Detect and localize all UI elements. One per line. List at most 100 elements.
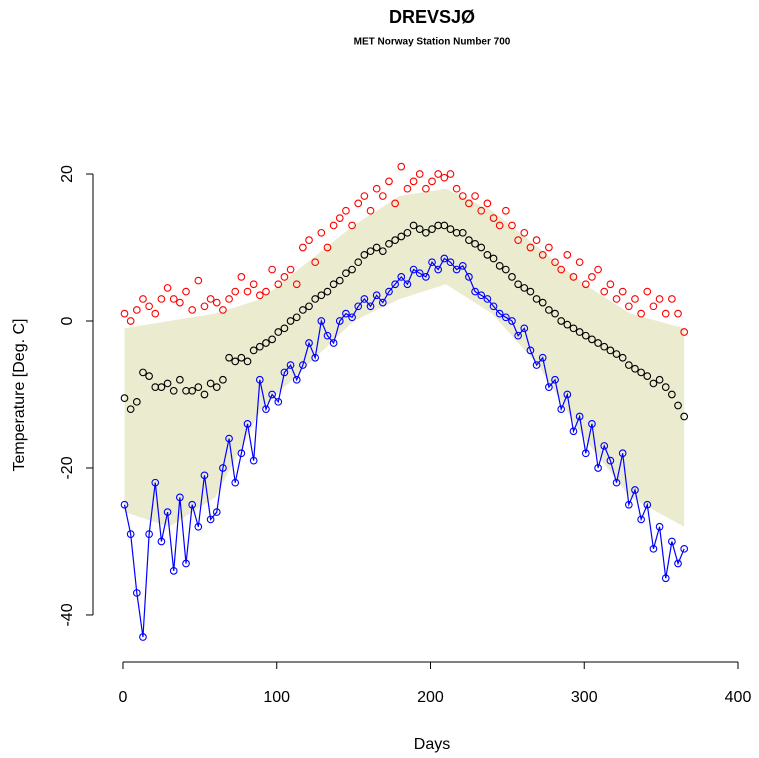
point [557, 265, 566, 274]
point [329, 280, 338, 289]
point [624, 302, 633, 311]
point [249, 346, 258, 355]
point [280, 324, 289, 333]
point [501, 206, 510, 215]
x-tick-label: 400 [725, 689, 752, 706]
point [471, 287, 479, 296]
point [569, 324, 578, 333]
point [557, 405, 566, 414]
point [477, 291, 486, 300]
point [618, 353, 627, 362]
point [176, 375, 184, 384]
x-tick-label: 0 [119, 689, 128, 706]
point [618, 449, 627, 458]
point [514, 236, 522, 244]
point [440, 254, 449, 263]
point [372, 184, 381, 193]
point [637, 309, 645, 318]
point [631, 364, 639, 373]
point [274, 328, 283, 336]
point [489, 214, 498, 222]
point [594, 339, 602, 347]
point [219, 464, 227, 472]
point [212, 383, 221, 391]
x-tick-label: 300 [571, 689, 598, 706]
point [378, 192, 387, 200]
point [255, 342, 264, 351]
point [606, 280, 615, 289]
point [169, 386, 178, 395]
point [292, 280, 301, 289]
point [126, 317, 135, 325]
point [508, 221, 516, 230]
point [200, 302, 209, 311]
x-axis-label: Days [414, 736, 450, 753]
point [508, 317, 516, 325]
point [545, 306, 553, 314]
point [415, 170, 424, 178]
point [305, 339, 313, 347]
point [286, 361, 295, 369]
point [483, 250, 492, 259]
point [575, 328, 584, 336]
point [624, 500, 633, 509]
point [483, 295, 492, 303]
point [231, 478, 240, 487]
point [182, 559, 190, 568]
point [575, 258, 584, 267]
point [335, 276, 344, 285]
point [661, 309, 670, 318]
point [415, 269, 424, 278]
point [151, 478, 160, 487]
point [477, 243, 486, 252]
point [249, 280, 258, 289]
point [465, 273, 473, 281]
point [532, 236, 541, 244]
point [126, 405, 135, 414]
point [588, 420, 596, 428]
point [643, 500, 652, 509]
point [354, 258, 363, 267]
point [440, 221, 449, 230]
y-axis-label: Temperature [Deg. C] [11, 319, 28, 472]
point [588, 335, 596, 344]
point [563, 390, 572, 399]
point [465, 199, 473, 208]
point [280, 273, 289, 281]
point [661, 574, 670, 583]
point [538, 353, 547, 362]
point [317, 317, 326, 325]
point [409, 265, 418, 274]
point [403, 184, 412, 193]
point [545, 383, 553, 391]
point [403, 228, 412, 237]
point [397, 162, 406, 171]
point [569, 273, 578, 281]
point [440, 173, 449, 182]
point [317, 291, 326, 300]
point [674, 559, 682, 568]
point [206, 379, 215, 388]
point [219, 375, 227, 384]
point [219, 306, 227, 314]
point [157, 537, 166, 546]
point [588, 273, 596, 281]
point [612, 295, 621, 303]
point [360, 192, 369, 200]
point [225, 353, 233, 362]
point [637, 515, 645, 524]
point [139, 368, 147, 377]
y-tick-label: -20 [59, 456, 76, 479]
point [668, 537, 676, 546]
point [600, 287, 609, 296]
point [299, 361, 307, 369]
point [563, 250, 572, 259]
point [618, 287, 627, 296]
point [624, 361, 633, 369]
point [606, 456, 615, 465]
point [360, 295, 369, 303]
point [643, 287, 652, 296]
point [169, 295, 178, 303]
point [231, 357, 240, 366]
point [132, 397, 141, 406]
